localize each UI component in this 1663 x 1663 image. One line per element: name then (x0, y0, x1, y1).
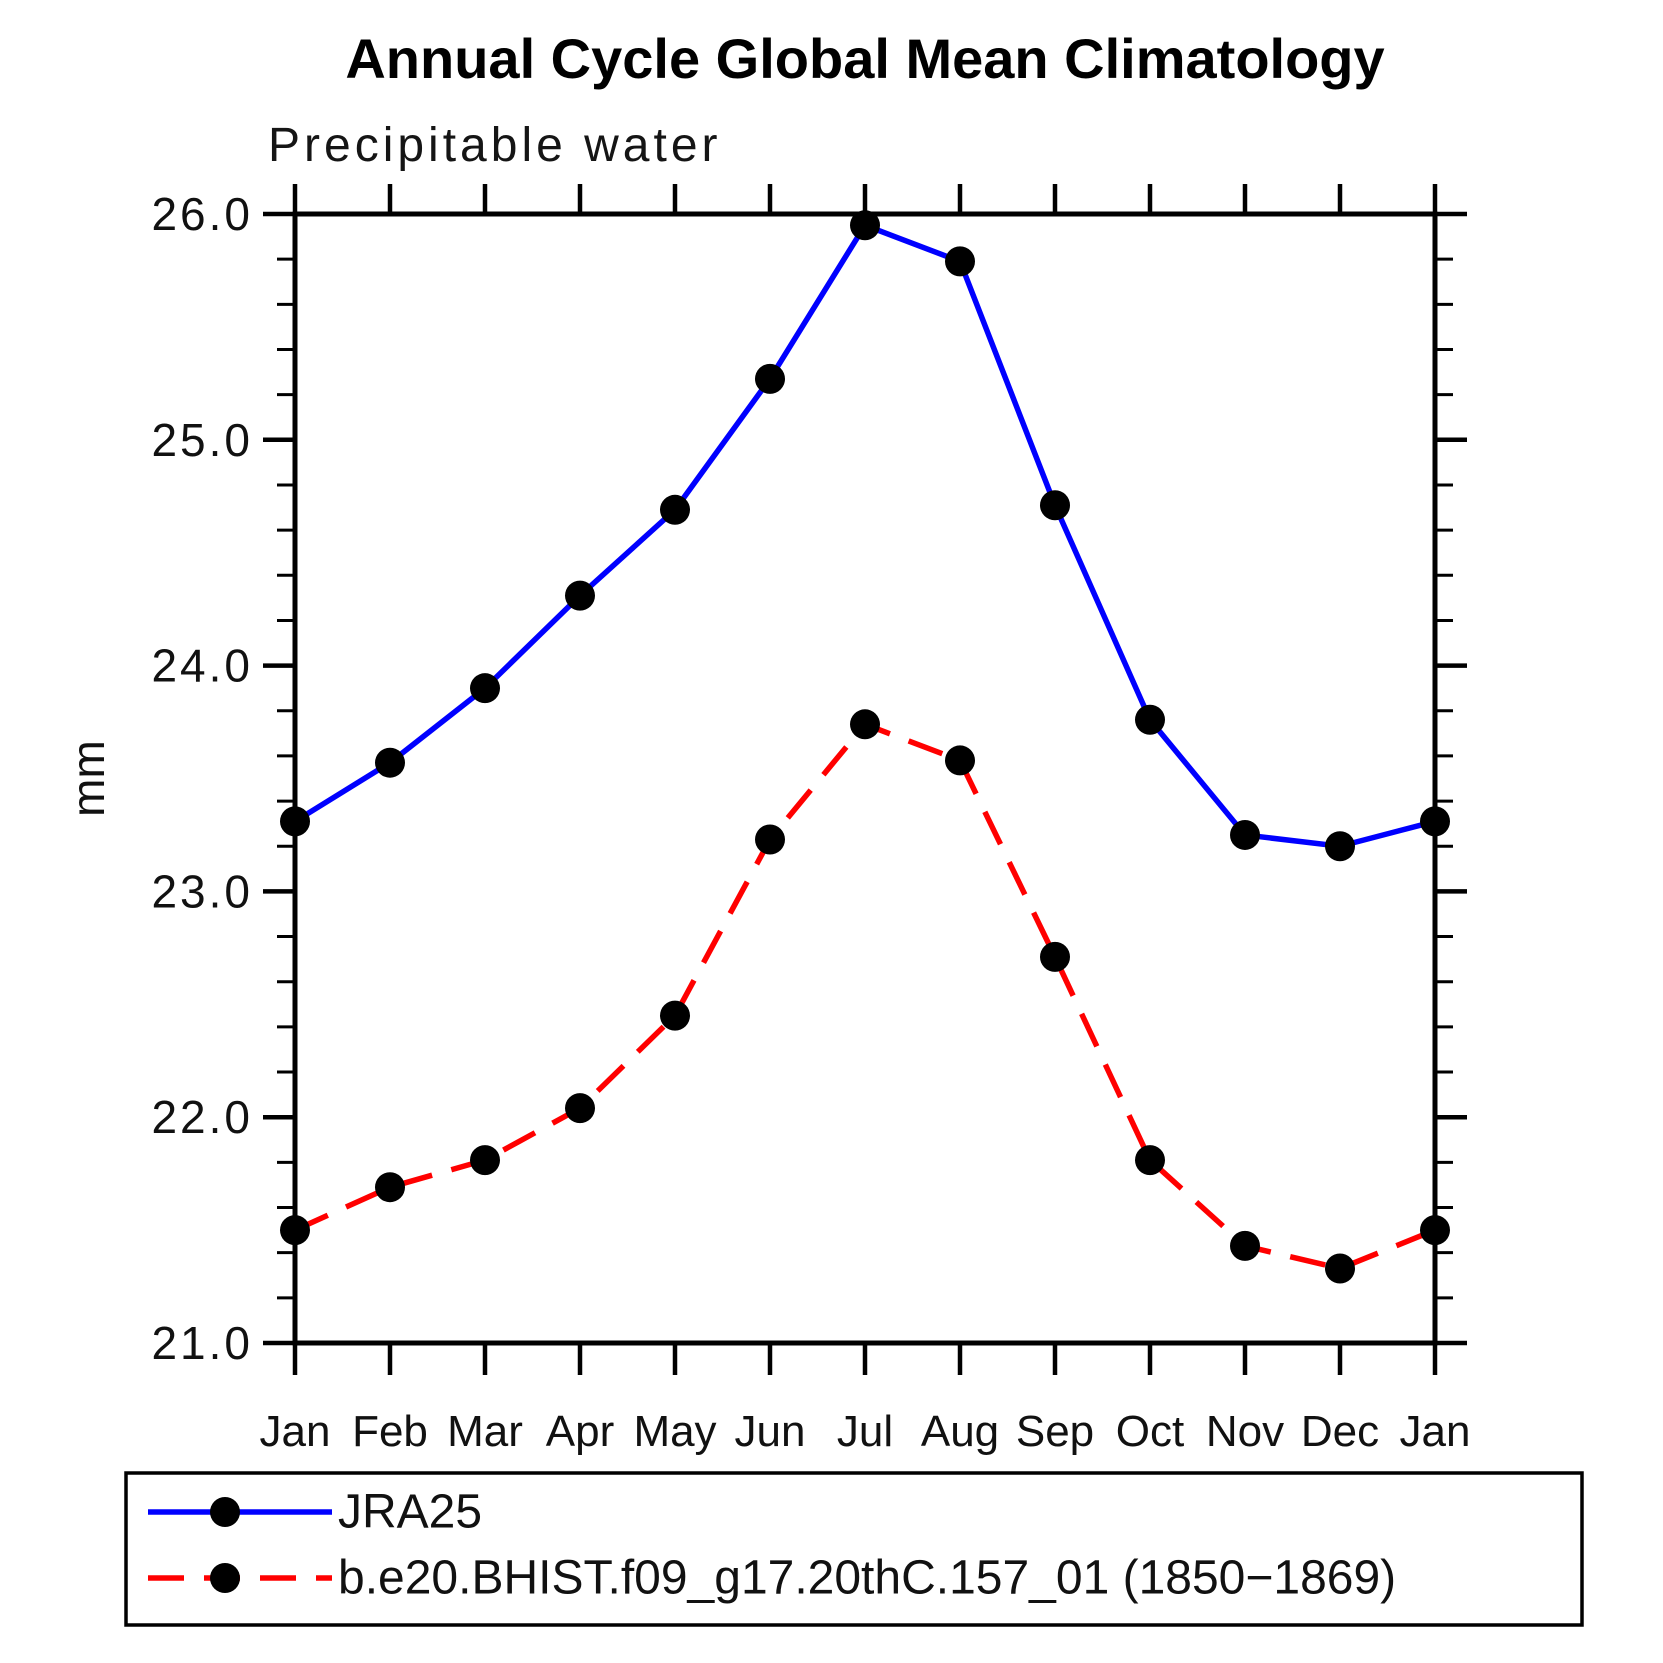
data-point-marker-series-1 (660, 1000, 690, 1031)
data-point-marker-series-0 (470, 673, 500, 704)
legend-label-1: b.e20.BHIST.f09_g17.20thC.157_01 (1850−1… (338, 1552, 1396, 1605)
data-point-marker-series-1 (470, 1145, 500, 1176)
data-point-marker-series-0 (280, 806, 310, 837)
data-point-marker-series-0 (1325, 831, 1355, 862)
y-tick-label: 21.0 (151, 1317, 253, 1369)
y-tick-label: 26.0 (151, 188, 253, 240)
y-tick-label: 24.0 (151, 640, 253, 692)
x-tick-label: May (633, 1407, 716, 1456)
x-tick-label: Apr (546, 1407, 614, 1456)
y-axis-title: mm (62, 740, 114, 817)
legend-marker-0 (210, 1497, 240, 1527)
x-tick-label: Oct (1116, 1407, 1184, 1456)
y-tick-label: 23.0 (151, 865, 253, 917)
y-tick-label: 25.0 (151, 414, 253, 466)
data-point-marker-series-1 (565, 1093, 595, 1124)
x-tick-label: Dec (1301, 1407, 1379, 1456)
data-point-marker-series-1 (945, 745, 975, 776)
data-point-marker-series-0 (755, 363, 785, 394)
series-line-0 (293, 221, 1436, 850)
data-point-marker-series-1 (850, 709, 880, 740)
legend-box (124, 1471, 1584, 1627)
data-point-marker-series-1 (1230, 1230, 1260, 1261)
x-tick-label: Jul (837, 1407, 893, 1456)
data-point-marker-series-1 (1420, 1215, 1450, 1246)
data-point-marker-series-1 (1135, 1145, 1165, 1176)
chart-subtitle: Precipitable water (268, 119, 722, 172)
data-point-marker-series-0 (1230, 819, 1260, 850)
x-tick-label: Jan (260, 1407, 331, 1456)
x-tick-label: Jun (735, 1407, 806, 1456)
x-tick-label: Nov (1206, 1407, 1284, 1456)
y-tick-label: 22.0 (151, 1091, 253, 1143)
data-point-marker-series-0 (1040, 490, 1070, 521)
chart-title: Annual Cycle Global Mean Climatology (345, 27, 1385, 90)
x-tick-label: Feb (352, 1407, 428, 1456)
x-tick-label: Sep (1016, 1407, 1094, 1456)
data-point-marker-series-0 (1135, 704, 1165, 735)
data-point-marker-series-0 (1420, 806, 1450, 837)
x-tick-label: Aug (921, 1407, 999, 1456)
x-tick-label: Mar (447, 1407, 523, 1456)
data-point-marker-series-1 (375, 1172, 405, 1203)
data-point-marker-series-0 (660, 494, 690, 525)
x-tick-label: Jan (1400, 1407, 1471, 1456)
data-point-marker-series-1 (1325, 1253, 1355, 1284)
series-line-1 (293, 721, 1437, 1272)
legend-marker-1 (210, 1563, 240, 1593)
data-point-marker-series-1 (280, 1215, 310, 1246)
data-point-marker-series-0 (945, 246, 975, 277)
data-point-marker-series-1 (755, 824, 785, 855)
plot-frame (292, 211, 1438, 1346)
data-point-marker-series-1 (1040, 941, 1070, 972)
data-point-marker-series-0 (850, 210, 880, 241)
legend-label-0: JRA25 (338, 1486, 482, 1539)
data-point-marker-series-0 (565, 580, 595, 611)
data-point-marker-series-0 (375, 747, 405, 778)
